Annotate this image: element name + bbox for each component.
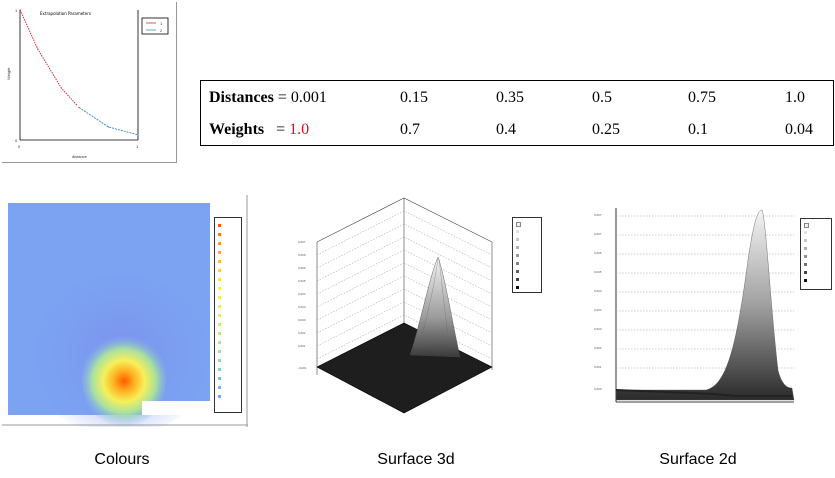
colours-heatmap-svg bbox=[2, 195, 248, 435]
svg-text:0,001: 0,001 bbox=[298, 344, 306, 348]
svg-text:0,004: 0,004 bbox=[594, 289, 602, 293]
distance-value-2: 0.15 bbox=[400, 89, 428, 106]
weights-point bbox=[107, 126, 110, 128]
x-tick-right: 1 bbox=[136, 144, 139, 149]
surface2d-legend bbox=[800, 218, 832, 290]
distances-label: Distances bbox=[209, 89, 274, 106]
weight-value-5: 0.1 bbox=[688, 121, 708, 138]
surface2d-svg: 0,007 0,007 0,006 0,005 0,004 0,004 0,003 0,0… bbox=[594, 208, 795, 403]
distances-row: Distances = 0.001 0.15 0.35 0.5 0.75 1.0 bbox=[201, 89, 833, 109]
y-tick-top: 1 bbox=[15, 8, 18, 13]
weights-plot-svg: Extrapolation Parameters Weight distance… bbox=[6, 8, 169, 159]
svg-text:0,002: 0,002 bbox=[298, 331, 306, 335]
surface3d-peak bbox=[409, 256, 461, 358]
svg-text:0,003: 0,003 bbox=[298, 305, 306, 309]
surface3d-floor bbox=[316, 322, 493, 414]
surface2d-panel: 0,007 0,007 0,006 0,005 0,004 0,004 0,003 0,0… bbox=[586, 200, 834, 430]
colours-legend bbox=[214, 217, 242, 413]
svg-text:0,004: 0,004 bbox=[594, 308, 602, 312]
svg-text:0,000: 0,000 bbox=[594, 387, 602, 391]
weights-point bbox=[37, 48, 39, 50]
heatmap-mask bbox=[142, 401, 210, 415]
weights-series-line-1 bbox=[19, 9, 78, 106]
svg-text:0,006: 0,006 bbox=[298, 253, 306, 257]
svg-text:0,004: 0,004 bbox=[298, 292, 306, 296]
surface3d-legend bbox=[512, 217, 542, 293]
svg-text:0,005: 0,005 bbox=[298, 279, 306, 283]
svg-text:0,006: 0,006 bbox=[594, 251, 602, 255]
svg-text:0,003: 0,003 bbox=[594, 327, 602, 331]
distance-value-4: 0.5 bbox=[592, 89, 612, 106]
surface3d-svg: 0,007 0,006 0,006 0,005 0,004 0,003 0,003 0,0… bbox=[298, 197, 493, 414]
weights-row: Weights = 1.0 0.7 0.4 0.25 0.1 0.04 bbox=[201, 121, 833, 141]
colours-heatmap-panel bbox=[2, 195, 248, 435]
distance-value-5: 0.75 bbox=[688, 89, 716, 106]
svg-text:0,007: 0,007 bbox=[594, 213, 602, 217]
caption-surface2d: Surface 2d bbox=[659, 451, 737, 468]
weight-value-4: 0.25 bbox=[592, 121, 620, 138]
x-tick-left: 0 bbox=[18, 144, 21, 149]
weight-value-3: 0.4 bbox=[496, 121, 516, 138]
weights-series-line-2 bbox=[78, 107, 139, 136]
weights-points bbox=[19, 9, 139, 136]
weight-value-2: 0.7 bbox=[400, 121, 420, 138]
distance-value-3: 0.35 bbox=[496, 89, 524, 106]
weights-plot: Extrapolation Parameters Weight distance… bbox=[2, 2, 177, 163]
caption-surface3d: Surface 3d bbox=[377, 451, 455, 468]
caption-colours: Colours bbox=[94, 451, 150, 468]
svg-text:0,001: 0,001 bbox=[594, 365, 602, 369]
svg-text:0,007: 0,007 bbox=[594, 232, 602, 236]
weights-point bbox=[137, 134, 139, 136]
weights-legend bbox=[141, 17, 169, 35]
weights-plot-title: Extrapolation Parameters bbox=[40, 11, 91, 16]
y-tick-bottom: 0 bbox=[15, 138, 18, 143]
svg-text:0,005: 0,005 bbox=[594, 270, 602, 274]
weights-plot-xlabel: distance bbox=[72, 154, 88, 159]
weights-label-group: Weights = 1.0 bbox=[209, 121, 309, 139]
svg-text:0,006: 0,006 bbox=[298, 266, 306, 270]
surface3d-panel: 0,007 0,006 0,006 0,005 0,004 0,003 0,003 0,0… bbox=[292, 195, 542, 430]
weight-value-6: 0.04 bbox=[785, 121, 813, 138]
svg-text:0,003: 0,003 bbox=[298, 318, 306, 322]
distance-value-1: 0.001 bbox=[290, 89, 327, 106]
distances-label-group: Distances = 0.001 bbox=[209, 89, 327, 107]
plot-area bbox=[14, 8, 138, 140]
weight-value-1: 1.0 bbox=[289, 121, 310, 138]
weights-plot-ylabel: Weight bbox=[6, 67, 11, 80]
legend-entry-1: 1 bbox=[160, 21, 163, 26]
svg-text:0,002: 0,002 bbox=[594, 346, 602, 350]
weights-point bbox=[60, 87, 62, 89]
surface2d-area bbox=[615, 209, 795, 401]
distances-eq: = bbox=[277, 89, 291, 106]
legend-entry-2: 2 bbox=[160, 28, 163, 33]
weights-label: Weights bbox=[209, 121, 265, 138]
weights-point bbox=[19, 9, 21, 11]
svg-text:0,007: 0,007 bbox=[298, 240, 306, 244]
distance-value-6: 1.0 bbox=[785, 89, 805, 106]
svg-text:-0,001: -0,001 bbox=[298, 366, 307, 370]
weights-eq: = bbox=[276, 121, 290, 138]
weights-point bbox=[78, 106, 80, 109]
distances-weights-table: Distances = 0.001 0.15 0.35 0.5 0.75 1.0… bbox=[200, 80, 834, 146]
